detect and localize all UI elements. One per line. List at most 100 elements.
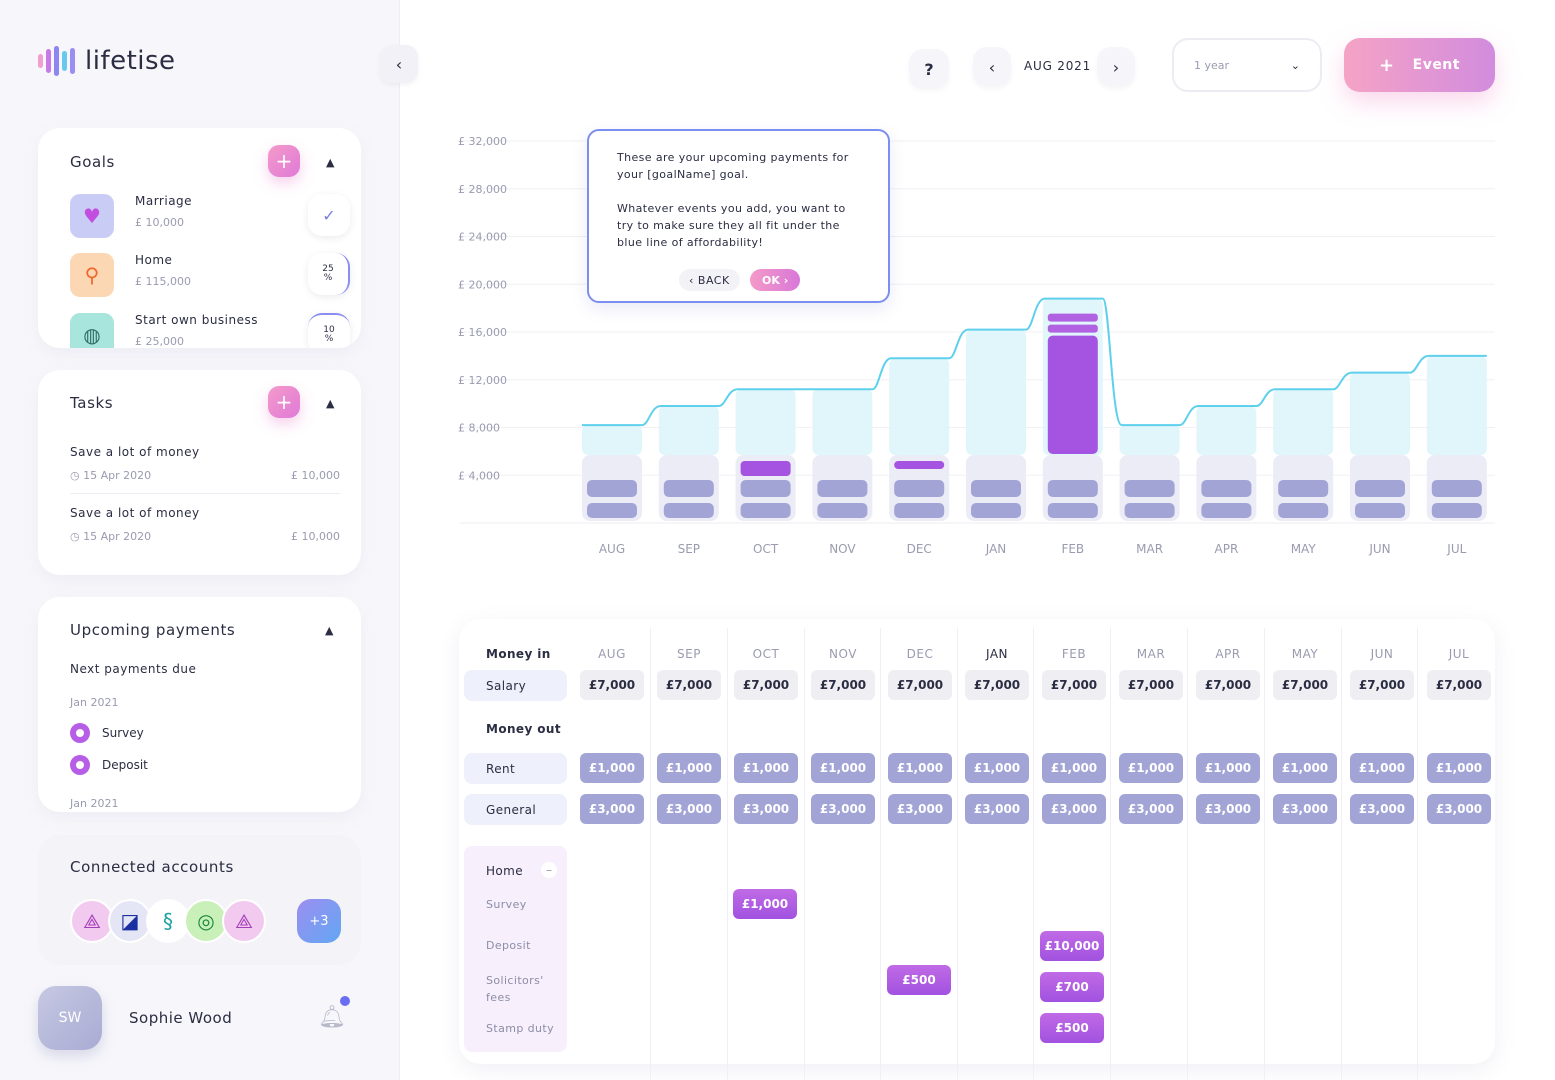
salary-cell[interactable]: £7,000 bbox=[1042, 670, 1106, 700]
salary-cell[interactable]: £7,000 bbox=[965, 670, 1029, 700]
payments-month: Jan 2021 bbox=[70, 696, 119, 709]
payments-collapse-caret-icon[interactable]: ▲ bbox=[325, 624, 334, 637]
month-header: NOV bbox=[829, 647, 857, 661]
general-cell[interactable]: £3,000 bbox=[1196, 794, 1260, 824]
general-row-label[interactable]: General bbox=[464, 794, 567, 825]
goal-cell-survey-oct[interactable]: £1,000 bbox=[733, 889, 797, 919]
payment-label: Survey bbox=[102, 726, 144, 740]
connected-accounts-card: Connected accounts ⟁ ◪ § ◎ ⟁ +3 bbox=[38, 835, 361, 965]
next-month-button[interactable]: › bbox=[1097, 47, 1135, 87]
salary-cell[interactable]: £7,000 bbox=[734, 670, 798, 700]
goal-cell-solicitors-dec[interactable]: £500 bbox=[887, 965, 951, 995]
general-cell[interactable]: £3,000 bbox=[657, 794, 721, 824]
general-cell[interactable]: £3,000 bbox=[1350, 794, 1414, 824]
add-event-button[interactable]: + Event bbox=[1344, 38, 1495, 92]
collapse-sidebar-button[interactable]: ‹ bbox=[380, 45, 418, 83]
avatar[interactable]: SW bbox=[38, 986, 102, 1050]
add-task-button[interactable]: + bbox=[268, 386, 300, 418]
rent-cell[interactable]: £1,000 bbox=[1196, 753, 1260, 783]
y-tick-label: £ 24,000 bbox=[458, 231, 507, 244]
general-cell[interactable]: £3,000 bbox=[1042, 794, 1106, 824]
goal-item-home[interactable]: ⚲ Home £ 115,000 bbox=[70, 253, 191, 297]
rent-cell[interactable]: £1,000 bbox=[811, 753, 875, 783]
general-cell[interactable]: £3,000 bbox=[580, 794, 644, 824]
task-date: ◷ 15 Apr 2020 bbox=[70, 469, 152, 482]
task-item[interactable]: Save a lot of money ◷ 15 Apr 2020 £ 10,0… bbox=[70, 506, 340, 543]
salary-cell[interactable]: £7,000 bbox=[1350, 670, 1414, 700]
app-logo[interactable]: lifetise bbox=[38, 46, 176, 76]
bell-icon[interactable]: 🔔︎ bbox=[318, 1005, 346, 1030]
salary-cell[interactable]: £7,000 bbox=[1119, 670, 1183, 700]
rent-cell[interactable]: £1,000 bbox=[657, 753, 721, 783]
general-cell[interactable]: £3,000 bbox=[965, 794, 1029, 824]
rent-row-label[interactable]: Rent bbox=[464, 753, 567, 784]
goal-cell-deposit-feb[interactable]: £10,000 bbox=[1040, 931, 1104, 961]
more-accounts-button[interactable]: +3 bbox=[297, 899, 341, 943]
salary-cell[interactable]: £7,000 bbox=[811, 670, 875, 700]
rent-cell[interactable]: £1,000 bbox=[1042, 753, 1106, 783]
add-goal-button[interactable]: + bbox=[268, 145, 300, 177]
y-tick-label: £ 8,000 bbox=[458, 422, 500, 435]
tasks-collapse-caret-icon[interactable]: ▲ bbox=[326, 397, 335, 410]
tooltip-ok-button[interactable]: OK › bbox=[750, 269, 801, 291]
column-divider bbox=[1110, 628, 1111, 1080]
goal-cell-solicitors-feb[interactable]: £700 bbox=[1040, 972, 1104, 1002]
goals-collapse-caret-icon[interactable]: ▲ bbox=[326, 156, 335, 169]
salary-cell[interactable]: £7,000 bbox=[1427, 670, 1491, 700]
rent-cell[interactable]: £1,000 bbox=[1273, 753, 1337, 783]
natwest-icon[interactable]: ⟁ bbox=[70, 899, 114, 943]
heart-icon: ♥ bbox=[70, 194, 114, 238]
bar-general bbox=[663, 480, 714, 497]
prev-month-button[interactable]: ‹ bbox=[973, 47, 1011, 87]
bar-rent bbox=[740, 503, 791, 518]
general-cell[interactable]: £3,000 bbox=[1273, 794, 1337, 824]
task-item[interactable]: Save a lot of money ◷ 15 Apr 2020 £ 10,0… bbox=[70, 445, 340, 482]
notification-dot bbox=[340, 996, 350, 1006]
general-cell[interactable]: £3,000 bbox=[888, 794, 952, 824]
natwest-icon[interactable]: ⟁ bbox=[222, 899, 266, 943]
period-value: 1 year bbox=[1194, 58, 1230, 72]
column-divider bbox=[1264, 628, 1265, 1080]
bar-rent bbox=[971, 503, 1021, 518]
salary-cell[interactable]: £7,000 bbox=[888, 670, 952, 700]
goal-item-marriage[interactable]: ♥ Marriage £ 10,000 bbox=[70, 194, 192, 238]
salary-row-label[interactable]: Salary bbox=[464, 670, 567, 701]
bar-home bbox=[740, 461, 791, 476]
accounts-title: Connected accounts bbox=[70, 858, 234, 876]
starling-icon[interactable]: § bbox=[146, 899, 190, 943]
payment-item-deposit[interactable]: Deposit bbox=[70, 755, 148, 775]
rent-cell[interactable]: £1,000 bbox=[1427, 753, 1491, 783]
help-button[interactable]: ? bbox=[909, 49, 949, 89]
deutsche-bank-icon[interactable]: ◪ bbox=[108, 899, 152, 943]
general-cell[interactable]: £3,000 bbox=[1427, 794, 1491, 824]
rent-cell[interactable]: £1,000 bbox=[888, 753, 952, 783]
general-cell[interactable]: £3,000 bbox=[1119, 794, 1183, 824]
rent-cell[interactable]: £1,000 bbox=[1350, 753, 1414, 783]
affordability-column bbox=[1350, 372, 1410, 455]
rent-cell[interactable]: £1,000 bbox=[580, 753, 644, 783]
x-tick-label: OCT bbox=[753, 542, 779, 556]
salary-cell[interactable]: £7,000 bbox=[657, 670, 721, 700]
salary-cell[interactable]: £7,000 bbox=[1196, 670, 1260, 700]
rent-cell[interactable]: £1,000 bbox=[965, 753, 1029, 783]
payment-item-survey[interactable]: Survey bbox=[70, 723, 144, 743]
tooltip-back-button[interactable]: ‹ BACK bbox=[679, 269, 740, 291]
bar-general bbox=[1278, 480, 1329, 497]
month-header: JUN bbox=[1370, 647, 1394, 661]
tasks-card: Tasks + ▲ Save a lot of money ◷ 15 Apr 2… bbox=[38, 370, 361, 575]
rent-cell[interactable]: £1,000 bbox=[734, 753, 798, 783]
goal-cell-stamp-feb[interactable]: £500 bbox=[1040, 1013, 1104, 1043]
salary-cell[interactable]: £7,000 bbox=[1273, 670, 1337, 700]
rent-cell[interactable]: £1,000 bbox=[1119, 753, 1183, 783]
goal-complete-check-icon[interactable]: ✓ bbox=[308, 194, 350, 236]
affordability-column bbox=[812, 389, 873, 455]
period-select[interactable]: 1 year ⌄ bbox=[1172, 38, 1322, 92]
general-cell[interactable]: £3,000 bbox=[811, 794, 875, 824]
general-cell[interactable]: £3,000 bbox=[734, 794, 798, 824]
bar-rent bbox=[1047, 503, 1098, 518]
goal-item-business[interactable]: ◍ Start own business £ 25,000 bbox=[70, 313, 258, 348]
collapse-minus-icon[interactable]: – bbox=[541, 862, 557, 878]
column-divider bbox=[650, 628, 651, 1080]
x-tick-label: MAR bbox=[1136, 542, 1163, 556]
salary-cell[interactable]: £7,000 bbox=[580, 670, 644, 700]
